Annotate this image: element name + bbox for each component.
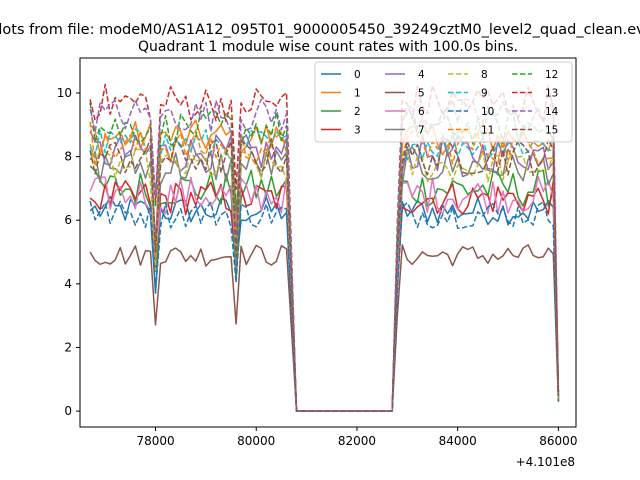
- legend-label-3: 3: [354, 125, 361, 137]
- legend-label-14: 14: [545, 106, 559, 118]
- x-offset-label: +4.101e8: [516, 455, 575, 469]
- x-tick-label: 84000: [439, 434, 477, 448]
- x-tick-label: 82000: [338, 434, 376, 448]
- legend-label-4: 4: [418, 69, 425, 81]
- x-tick-label: 86000: [539, 434, 577, 448]
- series-line-10: [89, 200, 560, 412]
- x-axis: 78000 80000 82000 84000 86000: [136, 427, 577, 448]
- legend-label-0: 0: [354, 69, 361, 81]
- legend-label-9: 9: [481, 88, 488, 100]
- y-tick-label: 6: [64, 213, 72, 227]
- y-axis: 0 2 4 6 8 10: [57, 86, 80, 418]
- chart-title: Quadrant 1 module wise count rates with …: [138, 39, 518, 55]
- legend-label-12: 12: [545, 69, 558, 81]
- series-line-15: [89, 138, 560, 412]
- legend-box: [314, 61, 573, 143]
- legend-label-8: 8: [481, 69, 488, 81]
- legend-label-1: 1: [354, 88, 361, 100]
- figure-suptitle: Plots from file: modeM0/AS1A12_095T01_90…: [0, 22, 640, 38]
- legend-label-5: 5: [418, 88, 425, 100]
- plot-frame: [79, 57, 577, 428]
- y-tick-label: 2: [64, 340, 72, 354]
- y-tick-label: 10: [57, 86, 72, 100]
- legend-label-13: 13: [545, 88, 558, 100]
- legend-label-10: 10: [481, 106, 494, 118]
- series-line-6: [89, 175, 560, 412]
- y-tick-label: 8: [64, 150, 72, 164]
- legend-label-11: 11: [481, 125, 494, 137]
- series-line-5: [89, 244, 560, 412]
- series-line-12: [89, 102, 560, 412]
- y-tick-label: 4: [64, 277, 72, 291]
- legend-label-15: 15: [545, 125, 558, 137]
- legend-label-7: 7: [418, 125, 425, 137]
- x-tick-label: 80000: [237, 434, 275, 448]
- legend-label-2: 2: [354, 106, 361, 118]
- series-line-0: [89, 195, 560, 412]
- x-tick-label: 78000: [136, 434, 174, 448]
- series-line-7: [89, 146, 560, 412]
- series-line-8: [89, 143, 560, 412]
- y-tick-label: 0: [64, 404, 72, 418]
- legend-label-6: 6: [418, 106, 425, 118]
- series-line-11: [89, 121, 560, 412]
